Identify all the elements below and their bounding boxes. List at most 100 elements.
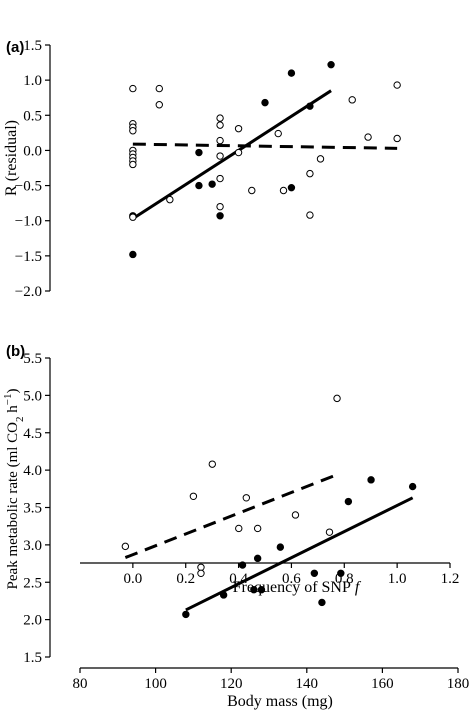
panel-b-x-tick-label: 160 xyxy=(371,676,394,692)
panel-b-open-point xyxy=(121,542,130,551)
panel-b-y-axis-label: Peak metabolic rate (ml CO2 h−1) xyxy=(2,389,26,590)
panel-a-x-tick-label: 0.6 xyxy=(282,571,301,587)
panel-b-filled-point xyxy=(238,561,247,569)
panel-a-open-point xyxy=(316,155,325,163)
panel-b-x-tick-label: 120 xyxy=(220,676,243,692)
panel-a-open-point xyxy=(216,121,224,129)
panel-a-filled-point xyxy=(208,180,216,188)
panel-a-open-point xyxy=(364,133,372,141)
panel-a-open-point xyxy=(216,152,224,160)
panel-b-filled-point xyxy=(276,543,285,551)
panel-b-marks xyxy=(121,394,417,619)
panel-a-x-tick-label: 0.0 xyxy=(123,571,142,587)
panel-a-open-point xyxy=(248,186,256,195)
panel-a-open-point xyxy=(216,174,224,183)
panel-b-filled-point xyxy=(344,497,353,506)
panel-a-filled-point xyxy=(287,69,296,77)
panel-a-open-point xyxy=(279,186,288,195)
panel-a-open-point xyxy=(348,96,356,104)
panel-b-y-tick-label: 4.5 xyxy=(23,426,42,442)
panel-b-open-point xyxy=(333,394,341,403)
panel-b-filled-point xyxy=(318,598,326,607)
panel-b-y-tick-label: 2.5 xyxy=(23,575,42,591)
panel-b-open-point xyxy=(197,563,205,571)
panel-b-y-axis-label-main: Peak metabolic rate (ml CO xyxy=(5,422,21,590)
panel-a-y-tick-label: 1.0 xyxy=(23,73,42,89)
panel-a-y-tick-label: −0.5 xyxy=(15,179,42,195)
panel-a-open-point xyxy=(129,84,137,93)
panel-b-open-fit-line xyxy=(124,474,334,559)
panel-b-y-tick-label: 2.0 xyxy=(23,613,42,629)
panel-a-open-point xyxy=(155,101,163,109)
panel-a-open-point xyxy=(166,195,174,204)
panel-a-y-tick-label: 1.5 xyxy=(23,38,42,54)
panel-b-axes: 1.5 2.0 2.5 3.0 3.5 4.0 4.5 5.0 5.5 80 100 120 140 16… xyxy=(23,351,469,692)
panel-b-filled-point xyxy=(219,591,228,599)
panel-a-y-tick-label: 0.0 xyxy=(23,143,42,159)
panel-a-marks xyxy=(129,60,401,259)
panel-a-filled-point xyxy=(195,181,203,190)
panel-b-y-axis-label-sup: −1 xyxy=(2,394,14,406)
panel-b-filled-point xyxy=(310,569,319,577)
panel-b-y-tick-label: 1.5 xyxy=(23,650,42,666)
panel-b-filled-point xyxy=(408,482,417,491)
panel-b-filled-point xyxy=(337,569,345,577)
panel-a-open-point xyxy=(129,127,137,135)
panel-b-label: (b) xyxy=(6,343,25,360)
panel-b-filled-point xyxy=(367,476,375,484)
panel-b-filled-fit-line xyxy=(185,496,414,612)
panel-b-x-axis-label: Body mass (mg) xyxy=(227,693,333,710)
panel-a-filled-point xyxy=(306,102,314,110)
panel-a-x-tick-label: 1.2 xyxy=(441,571,460,587)
panel-a-open-point xyxy=(306,169,314,178)
panel-a-y-tick-label: −1.0 xyxy=(15,214,42,230)
panel-b-filled-point xyxy=(253,554,262,563)
panel-b-open-point xyxy=(208,460,217,468)
panel-a-filled-fit-line xyxy=(132,89,332,220)
panel-a-open-point xyxy=(274,129,282,138)
panel-a: (a) R (residual) Frequency of SNP f −2.0−… xyxy=(3,38,459,596)
panel-a-filled-point xyxy=(327,60,335,69)
panel-a-filled-point xyxy=(216,212,224,220)
panel-b-y-axis-label-sub: 2 xyxy=(14,417,26,423)
panel-a-filled-point xyxy=(287,183,296,192)
panel-a-label: (a) xyxy=(6,39,24,56)
panel-a-open-point xyxy=(216,202,224,211)
panel-a-open-point xyxy=(393,134,401,143)
panel-b-open-point xyxy=(189,492,198,500)
panel-a-open-point xyxy=(393,81,401,89)
panel-b-open-point xyxy=(253,524,262,533)
panel-a-axes: −2.0−1.5−1.0−0.50.00.51.01.50.0 0.2 0.4 0.6… xyxy=(15,38,460,587)
panel-b-y-tick-label: 3.0 xyxy=(23,538,42,554)
panel-b-open-point xyxy=(291,511,300,519)
panel-a-x-axis-label-italic: f xyxy=(355,579,362,596)
panel-a-open-point xyxy=(129,160,137,169)
panel-a-open-point xyxy=(306,211,314,219)
panel-b-open-point xyxy=(235,524,243,533)
panel-a-open-point xyxy=(234,148,243,157)
panel-b-y-tick-label: 5.0 xyxy=(23,388,42,404)
panel-b-y-axis-label-tail: h xyxy=(5,405,21,417)
panel-a-y-tick-label: 0.5 xyxy=(23,108,42,124)
panel-b-x-tick-label: 100 xyxy=(144,676,167,692)
panel-a-y-tick-label: −2.0 xyxy=(15,284,42,300)
panel-b-y-tick-label: 3.5 xyxy=(23,501,42,517)
panel-b-x-tick-label: 80 xyxy=(73,676,88,692)
panel-a-y-tick-label: −1.5 xyxy=(15,249,42,265)
panel-a-open-point xyxy=(155,84,163,93)
panel-b-open-point xyxy=(325,528,334,536)
panel-a-filled-point xyxy=(261,98,269,107)
panel-a-open-fit-line xyxy=(132,142,398,150)
panel-b-open-point xyxy=(197,569,205,577)
panel-b: (b) Peak metabolic rate (ml CO2 h−1) Bod… xyxy=(2,343,469,710)
panel-b-x-tick-label: 140 xyxy=(296,676,319,692)
panel-b-open-point xyxy=(242,494,251,502)
panel-b-y-tick-label: 5.5 xyxy=(23,351,42,367)
panel-a-x-tick-label: 0.2 xyxy=(176,571,195,587)
panel-b-filled-point xyxy=(182,610,190,619)
panel-a-open-point xyxy=(234,124,243,133)
panel-a-open-point xyxy=(216,136,224,145)
panel-a-x-tick-label: 1.0 xyxy=(388,571,407,587)
panel-a-filled-point xyxy=(129,250,137,259)
